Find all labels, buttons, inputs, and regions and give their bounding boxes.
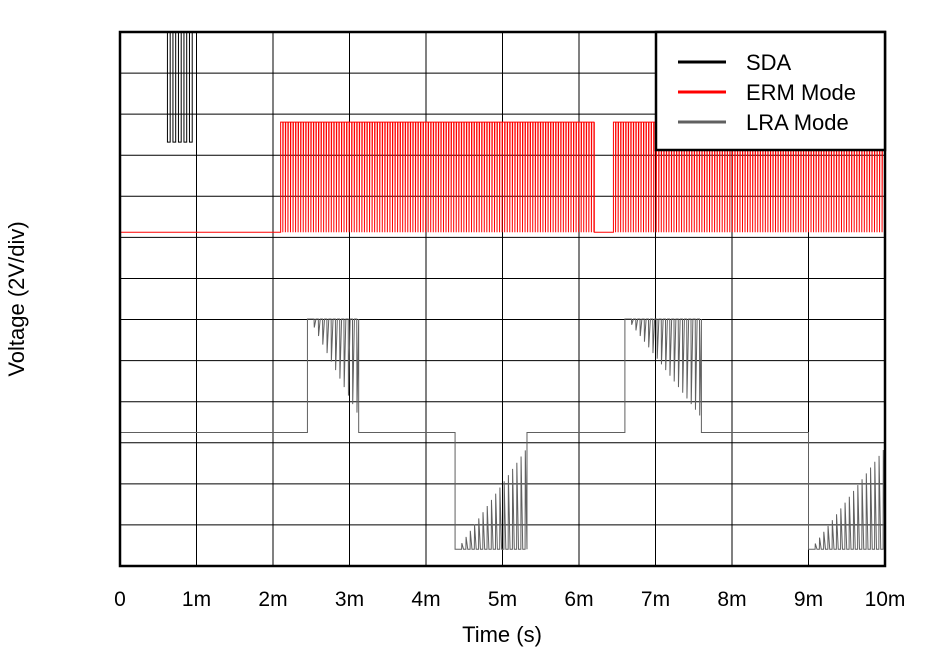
x-tick-label: 1m (182, 588, 211, 611)
plot-frame (118, 30, 887, 568)
series-line-lra-mode (120, 318, 886, 550)
series-layer (120, 31, 886, 550)
x-axis-label: Time (s) (462, 622, 542, 647)
x-tick-label: 6m (564, 588, 593, 611)
x-tick-label: 3m (335, 588, 364, 611)
series-line-sda (120, 31, 885, 143)
x-tick-labels: 0 1m 2m 3m 4m 5m 6m 7m 8m 9m 10m (114, 588, 905, 611)
x-tick-label: 0 (114, 588, 126, 611)
x-tick-label: 10m (865, 588, 906, 611)
legend-label-lra-mode: LRA Mode (746, 110, 849, 135)
legend: SDA ERM Mode LRA Mode (654, 30, 887, 152)
legend-label-sda: SDA (746, 50, 792, 75)
x-tick-label: 4m (411, 588, 440, 611)
legend-label-erm-mode: ERM Mode (746, 80, 856, 105)
x-tick-label: 7m (641, 588, 670, 611)
x-tick-label: 2m (258, 588, 287, 611)
x-tick-label: 9m (794, 588, 823, 611)
y-axis-label: Voltage (2V/div) (4, 221, 29, 376)
x-tick-label: 5m (488, 588, 517, 611)
series-line-erm-mode (120, 121, 886, 233)
x-tick-label: 8m (717, 588, 746, 611)
